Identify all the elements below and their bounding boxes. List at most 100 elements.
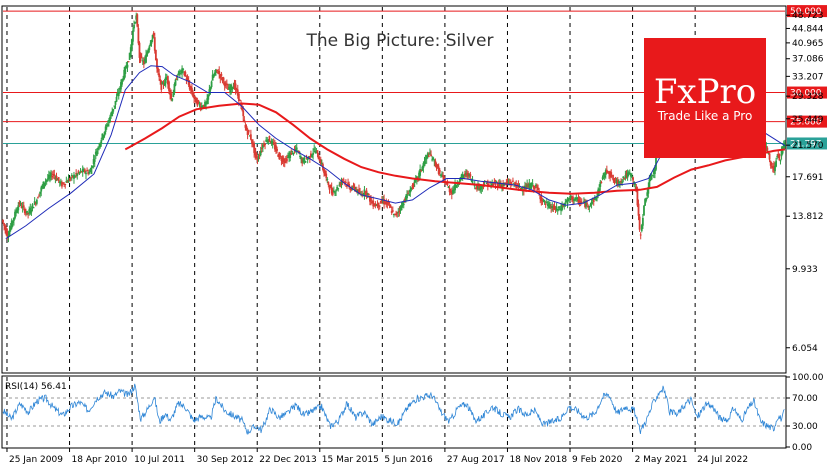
candle-body (139, 53, 142, 62)
candle-body (650, 176, 653, 180)
candle-body (156, 59, 158, 69)
candle-body (326, 178, 329, 180)
candle-body (776, 156, 779, 158)
candle-body (44, 181, 47, 183)
candle-body (422, 163, 425, 168)
candle-body (252, 143, 254, 145)
candle-body (145, 54, 147, 63)
x-tick-label: 25 Jan 2009 (9, 455, 63, 465)
candle-body (222, 77, 225, 81)
candle-body (304, 160, 307, 163)
candle-body (105, 124, 108, 127)
rsi-y-tick-label: 0.00 (792, 443, 812, 453)
candle-body (203, 104, 205, 107)
level-badge (787, 137, 827, 150)
candle-body (457, 183, 460, 185)
candle-body (507, 183, 510, 185)
candle-body (500, 184, 502, 187)
candle-body (25, 212, 27, 214)
candle-body (486, 180, 489, 187)
candle-body (352, 185, 355, 187)
candle-body (496, 182, 499, 187)
candle-body (602, 173, 605, 176)
candle-body (476, 184, 478, 189)
candle-body (641, 217, 644, 226)
candle-body (575, 197, 578, 200)
candle-body (593, 197, 596, 200)
x-tick-label: 2 May 2021 (635, 455, 688, 465)
candle-body (624, 175, 627, 178)
candle-body (305, 156, 308, 159)
candle-body (516, 183, 519, 185)
candle-body (611, 175, 614, 177)
candle-body (109, 116, 111, 122)
candle-body (430, 154, 432, 157)
candle-body (312, 152, 315, 155)
candle-body (488, 184, 490, 186)
y-tick-label: 13.812 (792, 212, 824, 222)
candle-body (614, 178, 617, 180)
candle-body (221, 77, 224, 82)
candle-body (782, 144, 785, 149)
candle-body (315, 151, 318, 154)
candle-body (531, 183, 534, 185)
candle-body (367, 194, 370, 196)
candle-body (411, 185, 414, 188)
candle-body (628, 173, 631, 175)
candle-body (425, 155, 428, 160)
candle-body (121, 79, 123, 85)
candle-body (541, 200, 544, 202)
candle-body (402, 203, 405, 206)
level-badge-label: 21.797 (790, 139, 822, 149)
candle-body (111, 111, 114, 117)
candle-body (11, 220, 14, 223)
candle-body (508, 182, 511, 184)
candle-body (777, 153, 780, 157)
candle-body (299, 155, 301, 157)
svg-text:FxPro: FxPro (654, 72, 756, 112)
candle-body (445, 183, 448, 185)
candle-body (284, 158, 287, 160)
candle-body (281, 157, 284, 163)
candle-body (184, 71, 187, 77)
candle-body (186, 77, 189, 81)
candle-body (592, 198, 595, 203)
candle-body (580, 201, 583, 203)
rsi-y-tick-label: 100.00 (792, 373, 824, 383)
candle-body (766, 147, 769, 152)
candle-body (426, 153, 429, 157)
candle-body (397, 211, 400, 213)
candle-body (617, 181, 620, 183)
candle-body (491, 183, 494, 186)
candle-body (273, 144, 276, 150)
candle-body (538, 192, 541, 194)
candle-body (90, 167, 93, 175)
candle-body (246, 130, 249, 135)
candle-body (340, 181, 343, 184)
candle-body (771, 167, 774, 169)
candle-body (339, 183, 342, 185)
x-axis: 25 Jan 2009 18 Apr 2010 10 Jul 2011 30 Sep … (6, 448, 748, 465)
candle-body (16, 209, 19, 213)
candle-body (608, 172, 610, 175)
candle-body (620, 181, 622, 183)
candle-body (313, 148, 316, 150)
candle-body (29, 208, 32, 214)
candle-body (623, 177, 626, 179)
candle-body (43, 182, 46, 186)
candle-body (164, 77, 167, 84)
candle-body (435, 166, 438, 168)
candle-body (455, 185, 458, 188)
candle-body (178, 73, 181, 75)
candle-body (166, 76, 169, 85)
candle-body (293, 148, 296, 150)
candle-body (463, 173, 466, 176)
candle-body (58, 181, 61, 183)
candle-body (287, 156, 289, 158)
candle-body (149, 43, 152, 46)
candle-body (82, 169, 85, 172)
candle-body (243, 119, 246, 122)
candle-body (93, 159, 96, 162)
candle-body (527, 184, 530, 188)
